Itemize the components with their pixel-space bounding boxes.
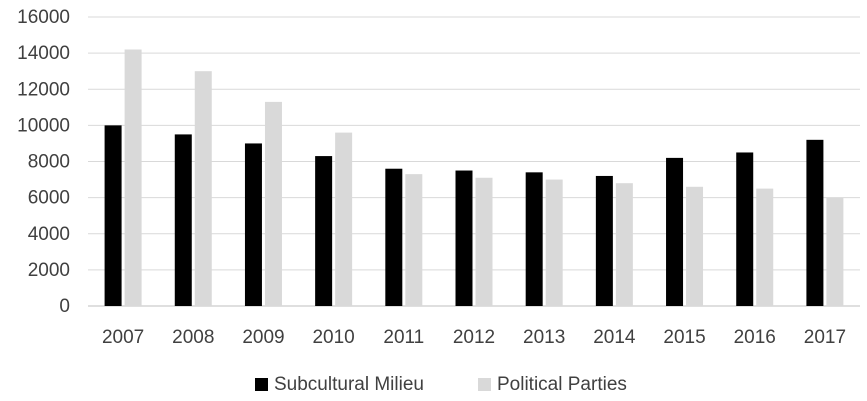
bar-political-parties-2007 — [124, 49, 142, 306]
bar-political-parties-2017 — [826, 197, 844, 306]
x-tick-label: 2010 — [312, 327, 354, 348]
bar-subcultural-milieu-2007 — [104, 125, 122, 306]
x-tick-label: 2007 — [102, 327, 144, 348]
bar-political-parties-2012 — [475, 177, 493, 306]
x-tick-label: 2011 — [383, 327, 424, 348]
x-tick-label: 2015 — [663, 327, 705, 348]
y-tick-label: 0 — [59, 296, 70, 317]
bar-subcultural-milieu-2016 — [736, 152, 754, 306]
y-tick-label: 8000 — [28, 152, 70, 173]
bar-subcultural-milieu-2010 — [315, 156, 333, 306]
legend-label: Political Parties — [497, 374, 627, 395]
bars — [104, 49, 844, 306]
legend: Subcultural Milieu Political Parties — [255, 374, 627, 395]
bar-subcultural-milieu-2008 — [174, 134, 192, 306]
legend-swatch — [478, 378, 491, 391]
bar-political-parties-2009 — [264, 101, 282, 306]
y-tick-label: 6000 — [28, 188, 70, 209]
x-tick-label: 2012 — [453, 327, 495, 348]
y-tick-label: 4000 — [28, 224, 70, 245]
bar-subcultural-milieu-2009 — [244, 143, 262, 306]
x-tick-label: 2008 — [172, 327, 214, 348]
bar-subcultural-milieu-2015 — [666, 157, 684, 306]
bar-political-parties-2014 — [615, 183, 633, 306]
legend-swatch — [255, 378, 268, 391]
bar-subcultural-milieu-2012 — [455, 170, 473, 306]
x-tick-label: 2016 — [734, 327, 776, 348]
x-tick-label: 2009 — [242, 327, 284, 348]
x-tick-label: 2013 — [523, 327, 565, 348]
bar-political-parties-2011 — [405, 174, 423, 306]
y-tick-label: 2000 — [28, 260, 70, 281]
legend-label: Subcultural Milieu — [274, 374, 424, 395]
bar-subcultural-milieu-2013 — [525, 172, 543, 306]
bar-subcultural-milieu-2017 — [806, 139, 824, 306]
y-tick-label: 10000 — [17, 115, 70, 136]
bar-political-parties-2010 — [335, 132, 353, 306]
bar-political-parties-2015 — [686, 186, 704, 306]
y-tick-label: 14000 — [17, 43, 70, 64]
x-axis-tick-labels: 2007 2008 2009 2010 2011 2012 2013 2014 2015 2016… — [102, 327, 846, 348]
y-tick-label: 16000 — [17, 7, 70, 28]
x-tick-label: 2014 — [593, 327, 636, 348]
bar-subcultural-milieu-2011 — [385, 168, 403, 306]
gridlines — [88, 16, 860, 307]
x-tick-label: 2017 — [804, 327, 846, 348]
bar-political-parties-2013 — [545, 179, 563, 306]
y-tick-label: 12000 — [17, 79, 70, 100]
bar-political-parties-2016 — [756, 188, 774, 306]
bar-subcultural-milieu-2014 — [595, 175, 613, 306]
bar-political-parties-2008 — [194, 71, 212, 306]
y-axis-tick-labels: 0 2000 4000 6000 8000 10000 12000 14000 16000 — [17, 7, 70, 317]
